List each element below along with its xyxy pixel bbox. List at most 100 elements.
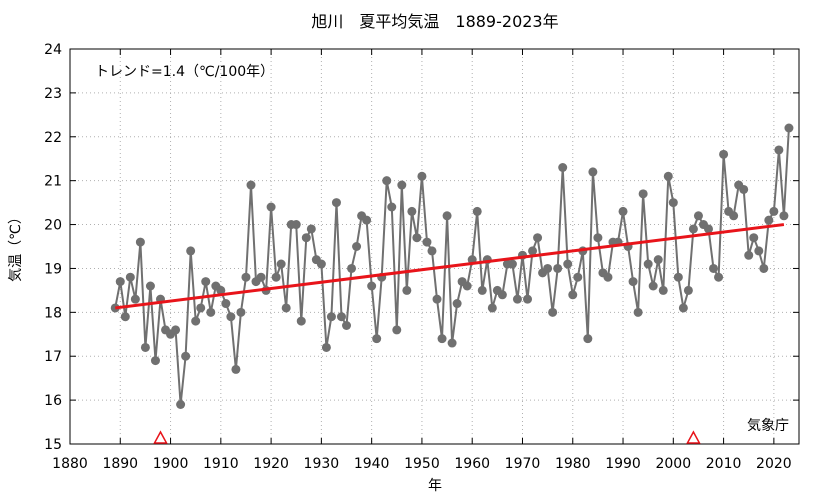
data-point: [397, 180, 407, 190]
data-point: [321, 342, 331, 352]
data-point: [447, 338, 457, 348]
y-tick-label: 23: [44, 86, 62, 102]
data-point: [412, 233, 422, 243]
trend-line: [115, 223, 785, 310]
data-point: [266, 202, 276, 212]
data-point: [352, 242, 362, 251]
data-point: [528, 246, 538, 256]
data-point: [663, 171, 673, 181]
data-point: [643, 259, 653, 269]
data-point: [437, 334, 447, 344]
data-point: [497, 290, 507, 300]
data-point: [362, 215, 372, 225]
data-point: [563, 259, 573, 269]
x-tick-label: 1970: [505, 456, 541, 472]
data-point: [764, 215, 774, 225]
y-tick-label: 18: [44, 305, 62, 321]
y-tick-label: 17: [44, 349, 62, 365]
data-point: [774, 145, 784, 155]
data-point: [678, 303, 688, 313]
x-tick-label: 2020: [756, 456, 792, 472]
data-point: [548, 307, 558, 317]
data-point: [181, 351, 191, 361]
data-point: [442, 211, 452, 221]
data-point: [648, 281, 658, 291]
data-point: [658, 285, 668, 295]
data-point: [402, 285, 412, 295]
data-point: [342, 321, 352, 330]
x-tick-label: 1980: [555, 456, 591, 472]
x-tick-label: 1880: [52, 456, 88, 472]
data-point: [638, 189, 648, 199]
data-point: [316, 259, 326, 269]
data-point: [367, 281, 377, 291]
y-tick-label: 22: [44, 130, 62, 146]
data-point: [603, 272, 613, 282]
data-point: [452, 299, 462, 309]
data-point: [593, 233, 603, 243]
data-point: [382, 176, 392, 186]
data-point: [115, 277, 125, 287]
y-tick-label: 15: [44, 437, 62, 453]
data-point: [422, 237, 432, 247]
data-point: [568, 290, 578, 300]
data-point: [583, 334, 593, 344]
data-point: [739, 184, 749, 194]
data-point: [709, 263, 719, 273]
data-point: [558, 163, 568, 172]
data-point: [140, 342, 150, 352]
y-ticks: 15 16 17 18 19 20 21 22 23 24: [44, 42, 799, 453]
x-tick-label: 2010: [706, 456, 742, 472]
data-point: [336, 312, 346, 322]
data-point: [387, 202, 397, 212]
trend-annotation: トレンド=1.4（℃/100年）: [95, 64, 274, 80]
data-point: [150, 356, 160, 366]
data-point: [226, 312, 236, 322]
data-point: [573, 272, 583, 282]
data-point: [306, 224, 316, 234]
data-point: [588, 167, 598, 177]
plot-frame: [69, 48, 800, 445]
data-point: [633, 307, 643, 317]
data-point: [392, 325, 402, 335]
data-point: [714, 272, 724, 282]
x-ticks: 1880 1890 1900 1910 1920 1930 1940 1950 1960 1970…: [52, 49, 792, 472]
data-point: [176, 400, 186, 409]
x-tick-label: 1920: [253, 456, 289, 472]
data-point: [372, 334, 382, 344]
data-point: [216, 285, 226, 295]
chart-title: 旭川 夏平均気温 1889-2023年: [311, 12, 558, 31]
x-tick-label: 1910: [203, 456, 239, 472]
data-point: [276, 259, 286, 269]
data-point: [201, 277, 211, 287]
data-point: [693, 211, 703, 221]
data-point: [236, 307, 246, 317]
data-point: [271, 272, 281, 282]
source-label: 気象庁: [747, 418, 789, 434]
trend-segment: [115, 223, 785, 310]
data-point: [719, 149, 729, 159]
data-point: [683, 285, 693, 295]
data-point: [512, 294, 522, 304]
data-point: [281, 303, 291, 313]
data-point: [688, 224, 698, 234]
data-point: [543, 263, 553, 273]
y-tick-label: 21: [44, 174, 62, 190]
data-point: [120, 312, 130, 322]
y-tick-label: 24: [44, 42, 62, 58]
x-tick-label: 1990: [605, 456, 641, 472]
data-point: [331, 198, 341, 208]
data-point: [507, 259, 517, 269]
data-point: [668, 198, 678, 208]
data-point: [618, 206, 628, 216]
data-point: [256, 272, 266, 282]
y-tick-label: 20: [44, 218, 62, 234]
data-point: [523, 294, 533, 304]
year-marker-triangle: [153, 430, 168, 444]
data-point: [779, 211, 789, 221]
x-tick-label: 1940: [354, 456, 390, 472]
data-point: [241, 272, 251, 282]
x-tick-label: 1950: [404, 456, 440, 472]
data-point: [206, 307, 216, 317]
data-point: [673, 272, 683, 282]
